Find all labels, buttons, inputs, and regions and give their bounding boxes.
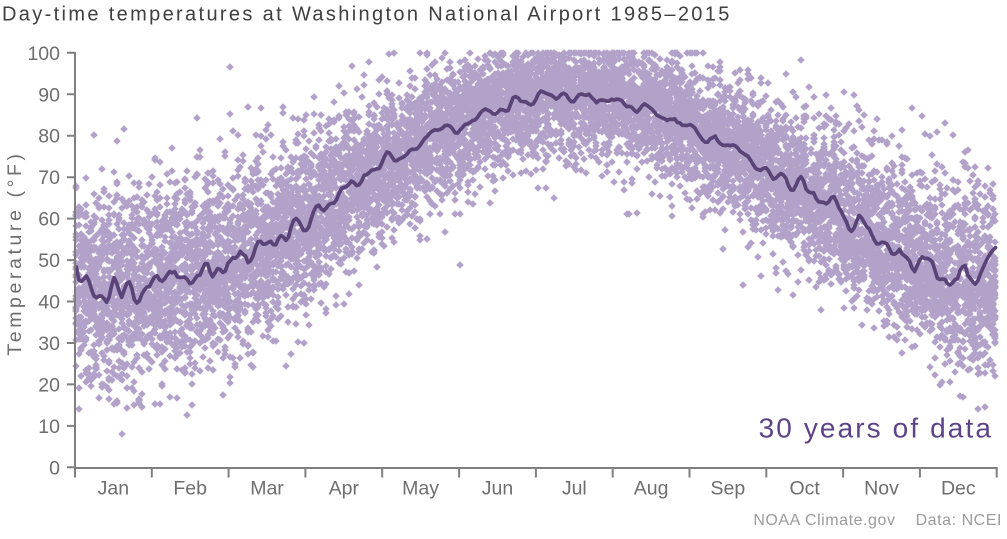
- svg-text:Apr: Apr: [329, 478, 360, 500]
- svg-text:30: 30: [38, 333, 60, 355]
- svg-text:70: 70: [38, 167, 60, 189]
- svg-text:Day-time temperatures at Washi: Day-time temperatures at Washington Nati…: [2, 4, 732, 26]
- svg-text:100: 100: [27, 43, 60, 65]
- svg-text:80: 80: [38, 126, 60, 148]
- svg-text:90: 90: [38, 84, 60, 106]
- svg-text:NOAA Climate.gov: NOAA Climate.gov: [753, 512, 895, 529]
- svg-text:Aug: Aug: [634, 478, 669, 500]
- svg-text:60: 60: [38, 209, 60, 231]
- svg-text:Jul: Jul: [562, 478, 587, 500]
- svg-text:Temperature (°F): Temperature (°F): [4, 150, 26, 355]
- svg-text:Sep: Sep: [711, 478, 746, 500]
- svg-text:Data: NCEI: Data: NCEI: [916, 512, 1002, 529]
- svg-text:40: 40: [38, 292, 60, 314]
- svg-text:50: 50: [38, 250, 60, 272]
- svg-text:Mar: Mar: [250, 478, 284, 500]
- svg-text:May: May: [402, 478, 439, 500]
- svg-text:Jan: Jan: [98, 478, 129, 500]
- svg-text:Dec: Dec: [941, 478, 976, 500]
- svg-text:20: 20: [38, 374, 60, 396]
- svg-text:30 years of data: 30 years of data: [759, 413, 993, 444]
- svg-text:0: 0: [49, 457, 60, 479]
- svg-text:Jun: Jun: [482, 478, 513, 500]
- svg-text:Feb: Feb: [173, 478, 207, 500]
- svg-text:10: 10: [38, 416, 60, 438]
- svg-text:Nov: Nov: [864, 478, 899, 500]
- svg-text:Oct: Oct: [790, 478, 821, 500]
